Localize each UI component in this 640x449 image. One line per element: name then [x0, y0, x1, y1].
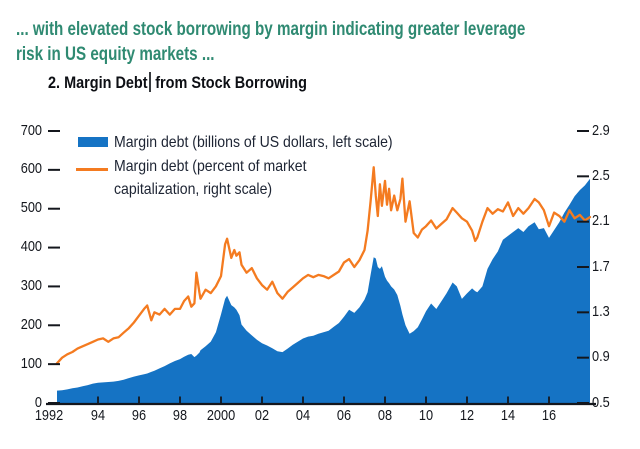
y-right-tick-label: 2.9	[592, 121, 610, 139]
x-tick-label: 2000	[206, 407, 236, 424]
y-right-tick-label: 2.1	[592, 212, 610, 230]
x-tick-label: 96	[131, 407, 147, 424]
legend-swatch-line	[76, 168, 108, 171]
y-left-tick-label: 700	[20, 121, 42, 139]
y-left-tick-label: 200	[20, 315, 42, 333]
y-left-tick-label: 400	[20, 238, 42, 256]
y-left-tick-label: 300	[20, 276, 42, 294]
chart-title-part2: from Stock Borrowing	[155, 73, 307, 92]
y-left-tick-label: 0	[34, 393, 42, 411]
y-right-tick-label: 2.5	[592, 166, 610, 184]
y-right-tick-label: 1.7	[592, 257, 610, 275]
legend-label-margin-debt-percent-line2: capitalization, right scale)	[114, 181, 273, 198]
y-right-tick-label: 1.3	[592, 302, 610, 320]
x-tick-label: 16	[541, 407, 557, 424]
x-tick-label: 1992	[34, 407, 64, 424]
text-cursor	[149, 72, 151, 92]
lead-line-1: ... with elevated stock borrowing by mar…	[16, 19, 526, 40]
legend-label-margin-debt-percent-line1: Margin debt (percent of market	[114, 158, 307, 175]
x-tick-label: 10	[418, 407, 434, 424]
x-tick-label: 06	[336, 407, 352, 424]
margin-debt-area	[57, 178, 590, 403]
margin-debt-pct-line	[55, 166, 592, 365]
y-left-tick-label: 100	[20, 354, 42, 372]
y-left-tick-label: 600	[20, 160, 42, 178]
x-tick-label: 02	[254, 407, 270, 424]
x-tick-label: 04	[295, 407, 311, 424]
chart-title-part1: 2. Margin Debt	[48, 73, 148, 92]
y-right-tick-label: 0.9	[592, 348, 610, 366]
chart-title: 2. Margin Debt from Stock Borrowing	[48, 72, 307, 93]
legend-swatch-area	[78, 137, 108, 147]
legend-label-margin-debt-billions: Margin debt (billions of US dollars, lef…	[114, 134, 393, 151]
x-tick-label: 94	[90, 407, 106, 424]
x-tick-label: 14	[500, 407, 516, 424]
y-right-tick-label: 0.5	[592, 393, 610, 411]
y-left-tick-label: 500	[20, 199, 42, 217]
section-lead-text: ... with elevated stock borrowing by mar…	[16, 17, 525, 67]
x-tick-label: 08	[377, 407, 393, 424]
x-tick-label: 98	[172, 407, 188, 424]
lead-line-2: risk in US equity markets ...	[16, 44, 215, 65]
x-tick-label: 12	[459, 407, 475, 424]
